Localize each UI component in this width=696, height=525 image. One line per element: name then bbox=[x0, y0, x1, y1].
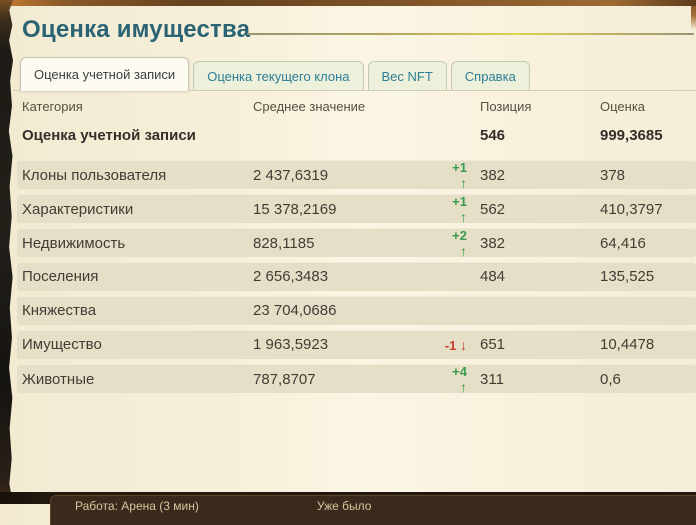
row-average: 15 378,2169 bbox=[253, 201, 337, 218]
row-position: 311 bbox=[480, 371, 504, 388]
up-arrow-icon: ↑ bbox=[460, 175, 467, 191]
row-score: 64,416 bbox=[600, 235, 646, 252]
tab-help[interactable]: Справка bbox=[450, 61, 530, 90]
up-arrow-icon: ↑ bbox=[460, 379, 467, 395]
row-change: +2 ↑ bbox=[452, 228, 467, 259]
table-header-row: Категория Среднее значение Позиция Оценк… bbox=[17, 97, 696, 115]
summary-score: 999,3685 bbox=[600, 126, 663, 144]
down-arrow-icon: ↓ bbox=[460, 336, 467, 353]
header-average: Среднее значение bbox=[253, 98, 366, 114]
row-change: +1 ↑ bbox=[452, 194, 467, 225]
row-position: 382 bbox=[480, 167, 506, 184]
row-change: +1 ↑ bbox=[452, 160, 467, 191]
tab-account-valuation[interactable]: Оценка учетной записи bbox=[20, 57, 190, 91]
window-right-border bbox=[691, 6, 696, 30]
title-divider bbox=[247, 33, 694, 35]
row-score: 410,3797 bbox=[600, 201, 663, 218]
row-position: 484 bbox=[480, 268, 506, 285]
row-position: 382 bbox=[480, 235, 506, 252]
table-row: Клоны пользователя 2 437,6319 +1 ↑ 382 3… bbox=[17, 160, 696, 191]
row-average: 787,8707 bbox=[253, 371, 316, 388]
table-row: Поселения 2 656,3483 484 135,525 bbox=[17, 262, 696, 291]
status-left-text: Работа: Арена (3 мин) bbox=[75, 499, 199, 513]
table-row: Имущество 1 963,5923 -1 ↓ 651 10,4478 bbox=[17, 330, 696, 359]
row-change: +4 ↑ bbox=[452, 364, 467, 395]
row-average: 1 963,5923 bbox=[253, 336, 329, 353]
row-position: 562 bbox=[480, 201, 506, 218]
table-row: Характеристики 15 378,2169 +1 ↑ 562 410,… bbox=[17, 194, 696, 225]
table-body: Клоны пользователя 2 437,6319 +1 ↑ 382 3… bbox=[17, 160, 696, 398]
row-score: 0,6 bbox=[600, 371, 621, 388]
row-score: 10,4478 bbox=[600, 336, 655, 353]
summary-row: Оценка учетной записи 546 999,3685 bbox=[17, 121, 696, 149]
summary-position: 546 bbox=[480, 126, 506, 144]
tab-nft-weight[interactable]: Вес NFT bbox=[367, 61, 447, 90]
table-row: Недвижимость 828,1185 +2 ↑ 382 64,416 bbox=[17, 228, 696, 259]
header-score: Оценка bbox=[600, 98, 646, 114]
row-category: Княжества bbox=[22, 302, 97, 319]
row-category: Имущество bbox=[22, 336, 102, 353]
header-category: Категория bbox=[22, 98, 83, 114]
tab-current-clone-valuation[interactable]: Оценка текущего клона bbox=[193, 61, 364, 90]
row-change: -1 ↓ bbox=[444, 336, 467, 353]
table-row: Княжества 23 704,0686 bbox=[17, 296, 696, 325]
row-category: Животные bbox=[22, 371, 95, 388]
bottom-bar: Работа: Арена (3 мин) Уже было bbox=[0, 492, 696, 525]
header-position: Позиция bbox=[480, 98, 532, 114]
status-right-text: Уже было bbox=[316, 499, 372, 513]
row-position: 651 bbox=[480, 336, 506, 353]
row-category: Недвижимость bbox=[22, 235, 126, 252]
up-arrow-icon: ↑ bbox=[460, 209, 467, 225]
status-bar[interactable]: Работа: Арена (3 мин) Уже было bbox=[50, 495, 696, 525]
row-score: 135,525 bbox=[600, 268, 655, 285]
row-category: Поселения bbox=[22, 268, 99, 285]
row-average: 23 704,0686 bbox=[253, 302, 337, 319]
page-title: Оценка имущества bbox=[22, 16, 251, 43]
row-category: Характеристики bbox=[22, 201, 134, 218]
window-left-torn-border bbox=[0, 0, 13, 504]
table-row: Животные 787,8707 +4 ↑ 311 0,6 bbox=[17, 364, 696, 395]
row-average: 828,1185 bbox=[253, 235, 315, 252]
row-score: 378 bbox=[600, 167, 626, 184]
row-average: 2 437,6319 bbox=[253, 167, 329, 184]
window-top-border bbox=[0, 0, 696, 6]
tab-bar: Оценка учетной записи Оценка текущего кл… bbox=[13, 57, 696, 91]
row-category: Клоны пользователя bbox=[22, 167, 167, 184]
row-average: 2 656,3483 bbox=[253, 268, 329, 285]
up-arrow-icon: ↑ bbox=[460, 243, 467, 259]
summary-category: Оценка учетной записи bbox=[22, 126, 196, 144]
